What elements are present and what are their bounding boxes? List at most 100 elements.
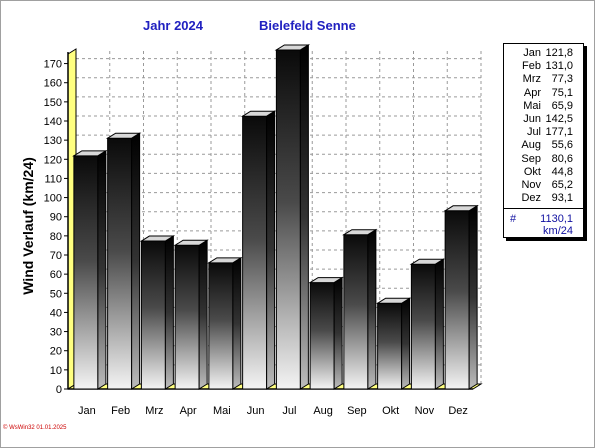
- y-tick-label: 140: [44, 116, 62, 128]
- bar-side: [97, 149, 107, 390]
- legend-value: 55,6: [551, 139, 573, 152]
- bar-front: [410, 263, 436, 390]
- x-tick-label: Okt: [382, 405, 399, 417]
- legend-total-mark: #: [510, 213, 517, 226]
- legend-value: 65,9: [551, 99, 573, 112]
- legend-row-jul: Jul 177,1: [504, 126, 583, 139]
- bar-feb: [105, 132, 142, 390]
- bar-side: [468, 204, 478, 390]
- legend-row-dez: Dez 93,1: [504, 192, 583, 205]
- bar-side: [232, 256, 242, 390]
- legend-value: 75,1: [551, 86, 573, 99]
- y-tick-label: 50: [50, 288, 62, 300]
- legend-value: 142,5: [545, 112, 573, 125]
- bar-mai: [207, 256, 243, 390]
- legend-value: 121,8: [545, 47, 573, 59]
- bar-top: [207, 257, 243, 264]
- x-tick-label: Mrz: [145, 405, 163, 417]
- legend-total-value: 1130,1: [540, 213, 573, 226]
- bar-side: [131, 132, 141, 390]
- legend-month: Jun: [523, 112, 541, 125]
- bar-top: [240, 110, 277, 117]
- y-tick-label: 130: [44, 135, 62, 147]
- x-tick-label: Dez: [448, 405, 468, 417]
- footer-credit: © WsWin32 01.01.2025: [3, 425, 67, 431]
- legend-value: 131,0: [545, 60, 573, 73]
- legend-row-aug: Aug 55,6: [504, 139, 583, 152]
- bar-side: [401, 297, 411, 390]
- legend-total: # 1130,1 km/24: [504, 209, 583, 237]
- bar-side: [333, 276, 343, 390]
- bar-side: [164, 235, 174, 390]
- y-tick-label: 80: [50, 231, 62, 243]
- legend-row-feb: Feb 131,0: [504, 60, 583, 73]
- legend-month: Sep: [521, 152, 541, 165]
- bar-top: [139, 235, 176, 242]
- y-tick-label: 110: [44, 173, 62, 185]
- legend-month: Nov: [521, 178, 541, 191]
- legend-value: 177,1: [545, 126, 573, 139]
- y-tick-label: 60: [50, 269, 62, 281]
- y-tick-label: 150: [44, 97, 62, 109]
- bar-side: [367, 228, 377, 390]
- y-tick-label: 20: [50, 346, 62, 358]
- bar-nov: [409, 258, 446, 390]
- bar-front: [242, 115, 268, 390]
- bar-top: [274, 44, 311, 51]
- legend-month: Mrz: [522, 73, 541, 86]
- bar-top: [409, 258, 446, 265]
- bar-front: [140, 240, 166, 390]
- bar-okt: [375, 297, 412, 390]
- bar-side: [198, 239, 208, 390]
- legend-month: Jan: [523, 47, 541, 59]
- bar-top: [72, 150, 108, 157]
- legend-month: Apr: [523, 86, 541, 99]
- bar-jul: [274, 44, 311, 390]
- bar-front: [444, 210, 470, 390]
- legend-value: 44,8: [551, 165, 573, 178]
- legend-row-jun: Jun 142,5: [504, 113, 583, 126]
- bars: [72, 44, 479, 390]
- bar-jan: [72, 149, 108, 390]
- bar-jun: [240, 110, 277, 390]
- bar-top: [342, 229, 378, 236]
- bar-front: [73, 155, 99, 390]
- y-tick-label: 0: [56, 384, 62, 396]
- x-tick-label: Mai: [213, 405, 231, 417]
- legend-month: Dez: [521, 192, 541, 205]
- legend-rows: Jan 121,8 Feb 131,0 Mrz 77,3 Apr 75,1 Mai 65,9 Jun…: [504, 47, 583, 210]
- bar-side: [266, 110, 276, 390]
- bar-top: [173, 239, 209, 246]
- x-tick-label: Jul: [282, 405, 296, 417]
- y-tick-label: 90: [50, 212, 62, 224]
- x-tick-label: Feb: [111, 405, 130, 417]
- legend-row-sep: Sep 80,6: [504, 153, 583, 166]
- bar-front: [208, 262, 234, 390]
- bar-mrz: [139, 235, 176, 390]
- x-tick-labels: Jan Feb Mrz Apr Mai Jun Jul Aug Sep Okt Nov Dez: [78, 405, 468, 417]
- y-tick-label: 40: [50, 307, 62, 319]
- y-tick-labels: 0 10 20 30 40 50 60 70 80 90 100 110 120 130 140 150 160…: [44, 59, 62, 396]
- y-tick-label: 120: [44, 154, 62, 166]
- bar-top: [105, 132, 142, 139]
- chart-title-station: Bielefeld Senne: [259, 18, 356, 33]
- legend-month: Mai: [523, 99, 541, 112]
- legend-row-okt: Okt 44,8: [504, 166, 583, 179]
- bar-front: [309, 282, 335, 390]
- legend-row-mai: Mai 65,9: [504, 100, 583, 113]
- legend-row-nov: Nov 65,2: [504, 179, 583, 192]
- bar-top: [375, 297, 412, 304]
- bar-side: [299, 44, 309, 390]
- legend-value: 77,3: [551, 73, 573, 86]
- legend-value: 93,1: [551, 192, 573, 205]
- x-tick-label: Sep: [347, 405, 367, 417]
- y-tick-label: 160: [44, 78, 62, 90]
- bar-top: [308, 277, 344, 284]
- bar-front: [174, 244, 200, 390]
- bar-front: [377, 302, 403, 390]
- y-tick-label: 170: [44, 59, 62, 71]
- bar-front: [343, 234, 369, 390]
- legend-row-apr: Apr 75,1: [504, 87, 583, 100]
- x-tick-label: Aug: [313, 405, 333, 417]
- y-tick-label: 70: [50, 250, 62, 262]
